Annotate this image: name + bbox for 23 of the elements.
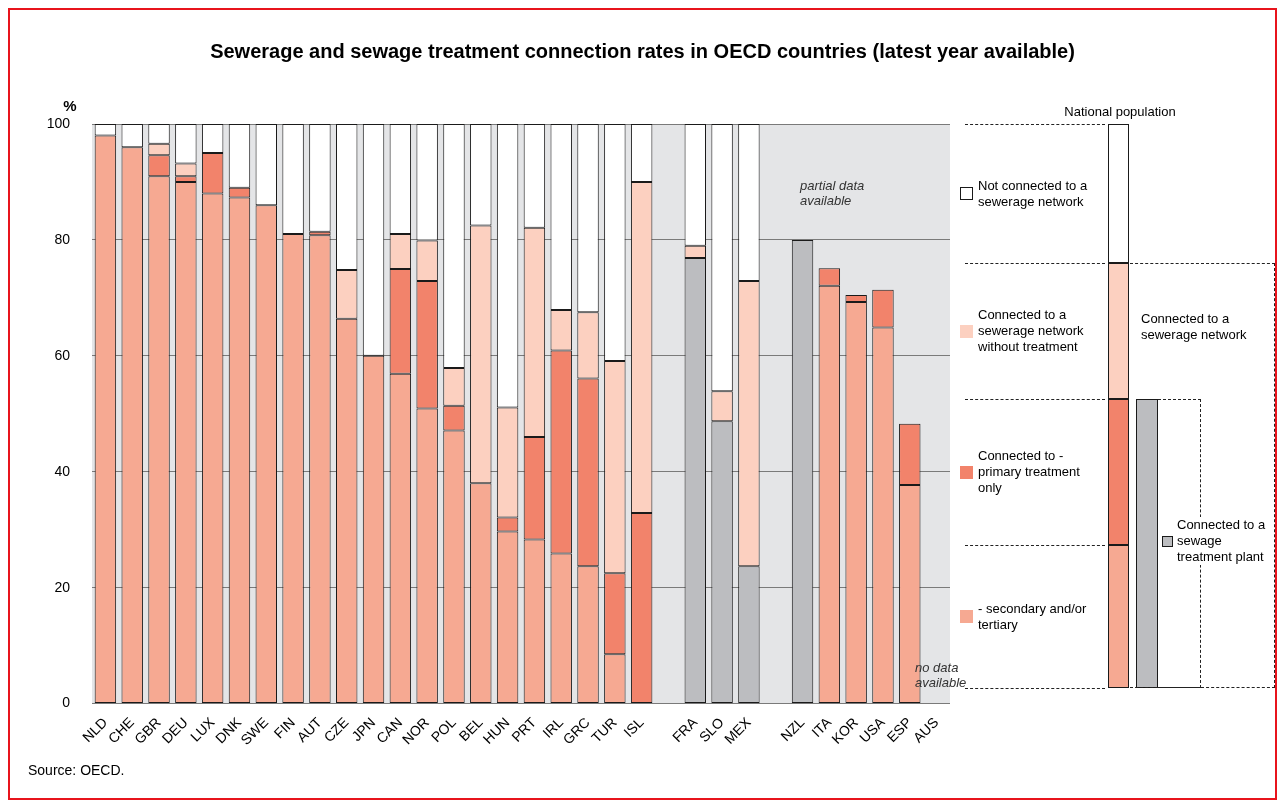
annotation: partial data available xyxy=(800,178,866,208)
annotation: no data available xyxy=(915,660,968,690)
y-tick-label: 60 xyxy=(54,346,71,363)
legend-title: National population xyxy=(1063,104,1177,119)
x-tick-label: TUR xyxy=(588,714,620,746)
x-tick-label: NZL xyxy=(777,713,808,745)
x-tick-label: FIN xyxy=(270,714,298,742)
source-note: Source: OECD. xyxy=(28,762,125,778)
legend-label: Connected to - primary treatment only xyxy=(978,448,1081,496)
legend-label: Not connected to a sewerage network xyxy=(978,177,1089,210)
y-tick-label: 80 xyxy=(54,230,71,247)
legend-label: Connected to a sewerage network without treatment xyxy=(978,307,1085,355)
legend-label: Connected to a sewage treatment plant xyxy=(1177,517,1267,565)
y-tick-label: 100 xyxy=(46,114,71,131)
y-axis-title: % xyxy=(63,96,77,114)
legend-label: - secondary and/or tertiary xyxy=(978,600,1088,633)
x-tick-label: FRA xyxy=(669,713,701,746)
chart-title: Sewerage and sewage treatment connection rates in OECD countries (latest year available) xyxy=(209,40,1076,63)
y-tick-label: 0 xyxy=(62,694,71,711)
y-tick-label: 40 xyxy=(54,462,71,479)
x-tick-label: ISL xyxy=(620,713,647,741)
y-tick-label: 20 xyxy=(54,578,71,595)
text: Connected to a sewerage network xyxy=(1141,311,1248,343)
